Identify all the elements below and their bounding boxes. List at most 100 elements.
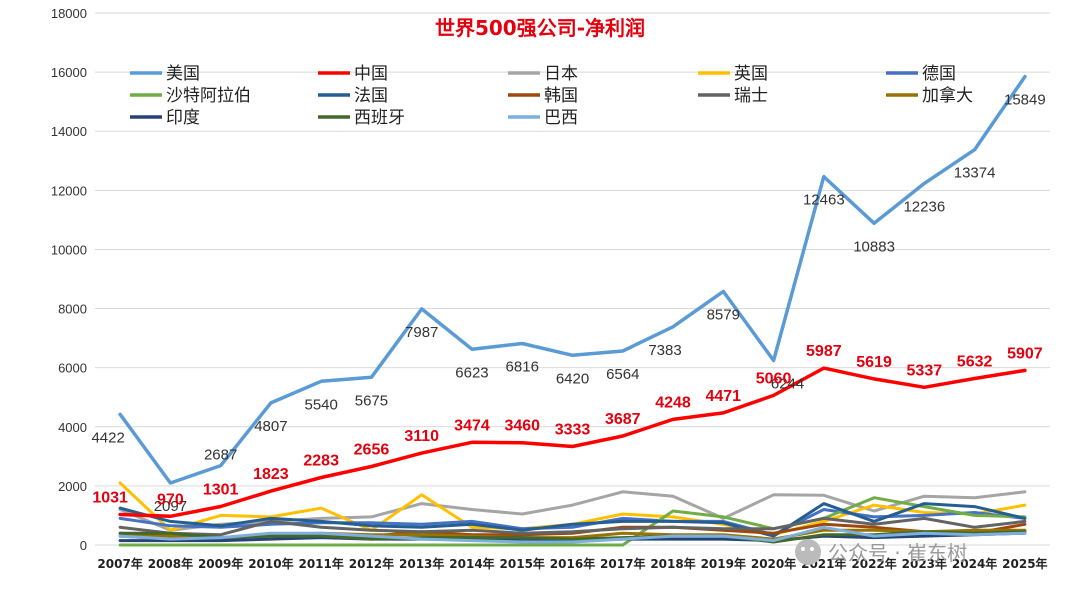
- data-label: 6244: [771, 375, 804, 392]
- legend-item: 沙特阿拉伯: [130, 86, 251, 106]
- x-tick-label: 2016年: [550, 556, 595, 571]
- y-tick-label: 12000: [51, 183, 87, 198]
- data-label: 15849: [1004, 92, 1046, 109]
- data-label: 5675: [355, 392, 388, 409]
- x-tick-label: 2025年: [1002, 556, 1047, 571]
- x-tick-label: 2023年: [902, 556, 947, 571]
- legend-item: 美国: [130, 64, 200, 84]
- data-label: 5540: [304, 396, 337, 413]
- y-tick-label: 2000: [58, 479, 87, 494]
- legend-label: 德国: [922, 64, 956, 84]
- data-label: 3687: [605, 411, 641, 428]
- chart-title: 世界500强公司-净利润: [435, 16, 645, 40]
- legend-item: 法国: [318, 86, 388, 106]
- data-label: 2656: [354, 442, 390, 459]
- x-tick-label: 2017年: [600, 556, 645, 571]
- x-tick-label: 2011年: [298, 556, 343, 571]
- legend-item: 加拿大: [886, 85, 973, 106]
- legend-label: 巴西: [544, 108, 578, 128]
- legend-label: 法国: [354, 86, 388, 106]
- y-tick-label: 16000: [51, 65, 87, 80]
- legend-item: 西班牙: [318, 108, 405, 128]
- data-label: 970: [157, 491, 184, 508]
- legend-label: 中国: [354, 64, 388, 84]
- x-tick-label: 2014年: [449, 556, 494, 571]
- data-label: 6623: [455, 364, 488, 381]
- legend-label: 加拿大: [922, 85, 973, 106]
- data-label: 8579: [707, 306, 740, 323]
- y-tick-label: 4000: [58, 420, 87, 435]
- x-tick-label: 2018年: [650, 556, 695, 571]
- legend-item: 瑞士: [698, 86, 768, 106]
- x-tick-label: 2022年: [851, 556, 896, 571]
- watermark-text: 公众号 · 崔东树: [828, 541, 967, 565]
- wechat-icon-eye-right: [810, 547, 814, 551]
- x-tick-label: 2010年: [248, 556, 293, 571]
- data-label: 13374: [954, 165, 996, 182]
- legend-label: 瑞士: [734, 86, 768, 106]
- y-tick-label: 14000: [51, 124, 87, 139]
- y-tick-label: 8000: [58, 302, 87, 317]
- data-label: 3110: [404, 428, 439, 445]
- legend-label: 英国: [734, 64, 768, 84]
- legend-item: 中国: [318, 64, 388, 84]
- data-label: 5907: [1007, 345, 1043, 362]
- data-label: 1031: [92, 490, 128, 507]
- legend-item: 韩国: [508, 86, 578, 106]
- x-tick-label: 2015年: [500, 556, 545, 571]
- watermark: 公众号 · 崔东树: [795, 539, 967, 565]
- series-lines: [118, 74, 1027, 547]
- data-label: 6564: [606, 366, 639, 383]
- data-label: 1823: [253, 466, 289, 483]
- x-tick-label: 2009年: [198, 556, 243, 571]
- wechat-icon-eye-left: [801, 547, 805, 551]
- data-label: 3474: [454, 417, 490, 434]
- data-label: 5987: [806, 343, 842, 360]
- series-line-12: [118, 525, 1027, 544]
- legend-item: 巴西: [508, 108, 578, 128]
- data-label: 7987: [405, 324, 438, 341]
- series-line-6: [118, 502, 1027, 538]
- legend-label: 日本: [544, 64, 578, 84]
- y-tick-label: 0: [80, 538, 87, 553]
- y-tick-label: 10000: [51, 242, 87, 257]
- data-label: 5060: [756, 370, 792, 387]
- wechat-icon: [795, 539, 821, 565]
- data-label: 5619: [856, 354, 892, 371]
- data-label: 12463: [803, 192, 845, 209]
- data-label: 4422: [91, 429, 124, 446]
- y-axis-ticks: 0 2000 4000 6000 8000 10000 12000 14000 16000 180…: [51, 6, 87, 553]
- x-tick-label: 2007年: [97, 556, 142, 571]
- y-tick-label: 6000: [58, 361, 87, 376]
- series-line-0: [118, 74, 1027, 485]
- data-label: 12236: [903, 198, 945, 215]
- x-tick-label: 2020年: [751, 556, 796, 571]
- data-label: 2097: [154, 498, 187, 515]
- data-label: 6420: [556, 370, 589, 387]
- data-label: 5632: [957, 354, 993, 371]
- series-line-5: [118, 496, 1027, 547]
- x-tick-label: 2012年: [349, 556, 394, 571]
- legend-item: 德国: [886, 64, 956, 84]
- data-label: 3460: [504, 418, 540, 435]
- series-line-8: [118, 516, 1027, 537]
- series-line-4: [118, 508, 1027, 537]
- x-tick-label: 2024年: [952, 556, 997, 571]
- data-label: 3333: [555, 421, 591, 438]
- legend-item: 英国: [698, 64, 768, 84]
- y-tick-label: 18000: [51, 6, 87, 21]
- legend-label: 沙特阿拉伯: [166, 86, 251, 106]
- grid-lines: [95, 12, 1050, 546]
- data-label: 2283: [303, 453, 339, 470]
- data-label: 2687: [204, 447, 237, 464]
- data-label: 7383: [648, 342, 681, 359]
- x-tick-label: 2008年: [148, 556, 193, 571]
- data-label: 4807: [254, 418, 287, 435]
- x-tick-label: 2013年: [399, 556, 444, 571]
- x-axis-ticks: 2007年 2008年 2009年 2010年 2011年 2012年 2013年 2014年…: [97, 556, 1047, 571]
- data-labels: 4422 2097 2687 4807 5540 5675 7987 6623 6816 6420…: [91, 92, 1045, 515]
- x-tick-label: 2019年: [701, 556, 746, 571]
- data-label: 6816: [506, 359, 539, 376]
